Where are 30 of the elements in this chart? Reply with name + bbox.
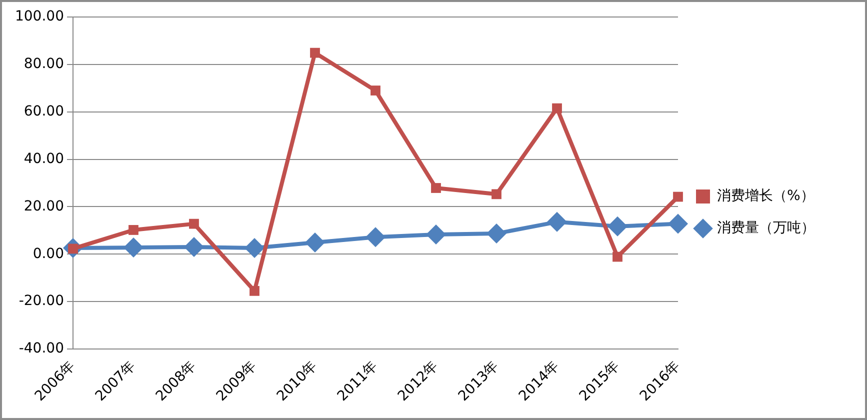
point xyxy=(486,224,506,244)
point xyxy=(546,212,567,232)
y-tick-label: 100.00 xyxy=(14,8,64,25)
point xyxy=(128,225,138,235)
point xyxy=(123,238,144,258)
point xyxy=(250,286,260,296)
y-tick-label: -20.00 xyxy=(18,293,64,310)
point xyxy=(608,216,628,236)
y-tick-label: 20.00 xyxy=(24,198,64,214)
point xyxy=(612,252,622,262)
point xyxy=(310,48,320,58)
y-tick-label: 60.00 xyxy=(24,104,64,120)
y-tick-label: 40.00 xyxy=(24,150,64,167)
legend-label: 消费增长（%） xyxy=(717,188,814,204)
point xyxy=(492,189,502,200)
point xyxy=(184,237,204,258)
point xyxy=(552,103,562,114)
point xyxy=(370,86,380,96)
y-tick-label: 80.00 xyxy=(24,56,64,72)
y-tick-label: -40.00 xyxy=(18,340,64,357)
point xyxy=(673,192,683,202)
point xyxy=(431,183,441,193)
y-tick-label: 0.00 xyxy=(32,246,64,262)
point xyxy=(304,232,325,253)
point xyxy=(189,218,199,229)
legend-label: 消费量（万吨） xyxy=(717,220,815,236)
point xyxy=(426,224,446,244)
point xyxy=(668,214,688,234)
point xyxy=(365,227,386,248)
point xyxy=(244,238,264,258)
